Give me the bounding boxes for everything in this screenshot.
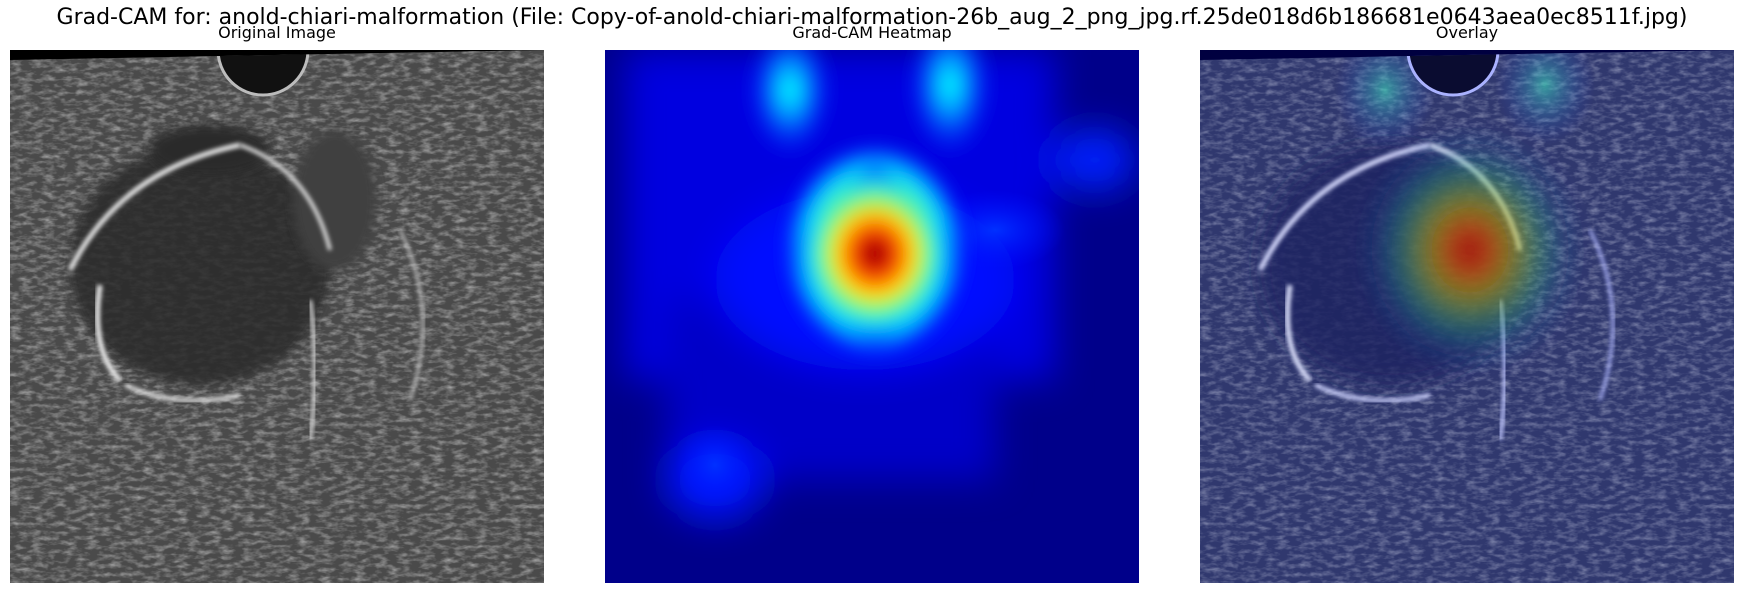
gradcam-heatmap [605,50,1139,583]
overlay-title: Overlay [1435,23,1499,42]
original-image-title: Original Image [218,23,336,42]
heatmap-panel: Grad-CAM Heatmap [605,23,1139,583]
heatmap-title: Grad-CAM Heatmap [792,23,952,42]
original-image-panel: Original Image [10,23,544,583]
overlay-image [1200,50,1734,583]
figure-title: Grad-CAM for: anold-chiari-malformation … [56,5,1688,30]
overlay-panel: Overlay [1200,23,1734,583]
original-image [10,50,544,583]
